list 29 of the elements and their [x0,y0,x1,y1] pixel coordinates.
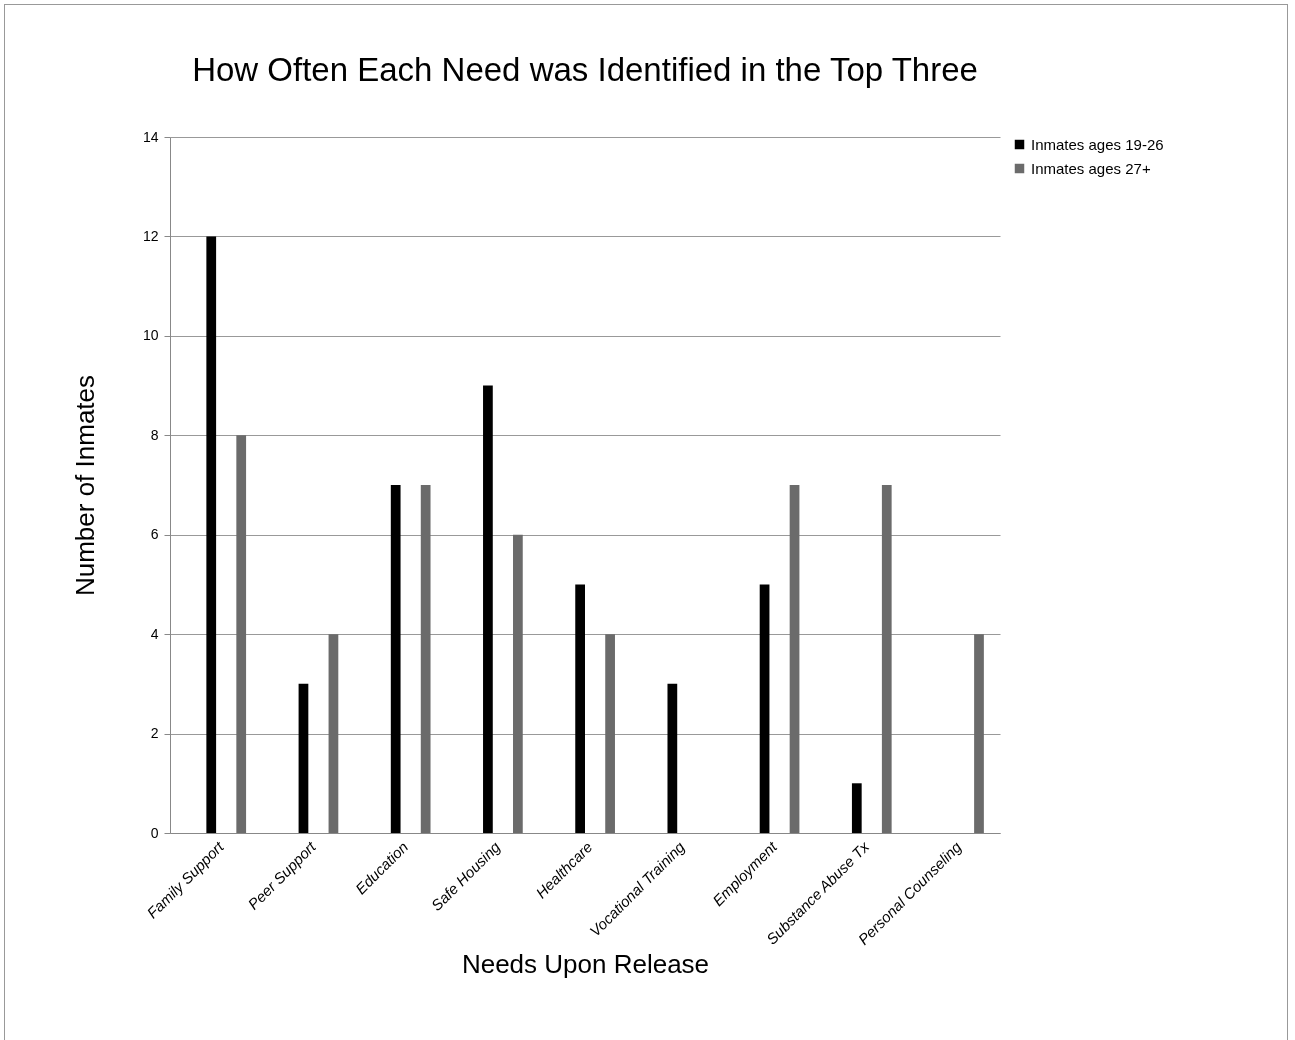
y-tick-label: 0 [150,824,159,841]
y-axis-title: Number of Inmates [69,374,100,597]
x-axis-title: Needs Upon Release [461,948,710,979]
bar [206,236,217,833]
y-tick-label: 12 [142,227,159,244]
bar [575,584,585,833]
y-tick-label: 10 [142,327,159,344]
bar [789,485,800,833]
bar [390,485,401,833]
y-tick-label: 8 [150,426,159,443]
bar [667,683,678,833]
y-tick-label: 6 [150,526,159,543]
bar [851,783,862,833]
bar [881,485,892,833]
y-tick-label: 4 [150,625,159,642]
legend-label: Inmates ages 27+ [1031,159,1151,177]
bar [328,634,339,833]
bar [420,485,431,833]
legend-label: Inmates ages 19-26 [1031,135,1164,153]
bar [483,385,493,833]
bar [974,634,984,833]
bar [605,634,615,833]
y-tick-label: 2 [150,725,159,742]
bar [236,435,247,833]
bar [513,534,523,833]
y-tick-label: 14 [142,128,159,145]
bar [759,584,770,833]
bar [298,683,309,833]
chart-title: How Often Each Need was Identified in the Top Three [192,51,978,88]
